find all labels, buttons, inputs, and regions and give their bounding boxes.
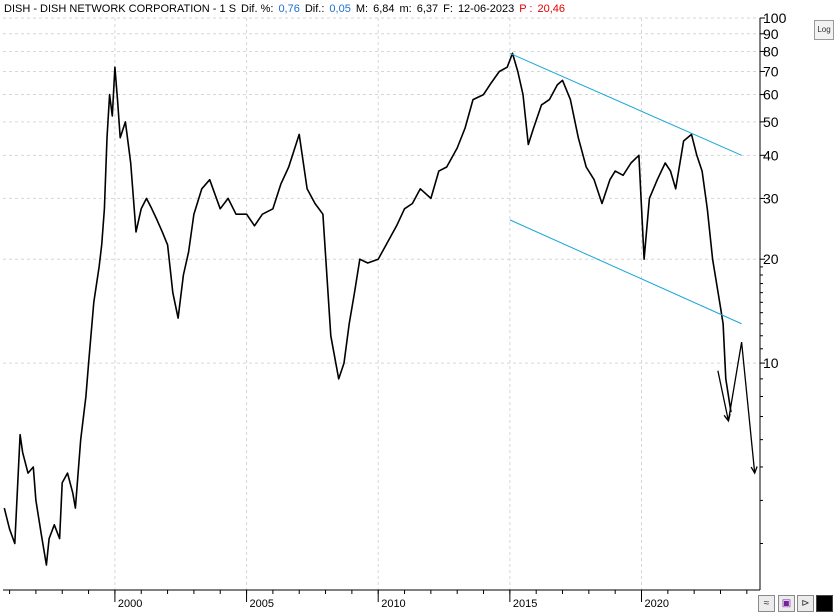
y-tick-label: 40 (763, 147, 779, 163)
series-layer (3, 52, 758, 566)
price-value: 20,46 (537, 3, 566, 15)
pin-icon[interactable]: ⊳ (797, 595, 814, 612)
ticker-title: DISH - DISH NETWORK CORPORATION - 1 S (4, 3, 237, 15)
y-tick-label: 20 (763, 251, 779, 267)
projection-path (717, 341, 756, 474)
channel-line (509, 52, 742, 156)
dif-pct-value: 0,76 (278, 3, 300, 15)
max-label: M: (355, 3, 369, 15)
save-icon[interactable]: ▣ (778, 595, 795, 612)
x-tick-label: 2000 (118, 598, 142, 610)
x-tick-label: 2010 (381, 598, 405, 610)
dif-label: Dif.: (304, 3, 325, 15)
max-value: 6,84 (373, 3, 395, 15)
x-tick-label: 2005 (250, 598, 274, 610)
date-value: 12-06-2023 (457, 3, 515, 15)
y-tick-label: 60 (763, 87, 779, 103)
x-tick-label: 2020 (645, 598, 669, 610)
min-label: m: (399, 3, 412, 15)
chart-header: DISH - DISH NETWORK CORPORATION - 1 S Dif… (4, 3, 570, 15)
log-scale-button[interactable]: Log (814, 20, 834, 40)
date-label: F: (443, 3, 453, 15)
y-tick-label: 50 (763, 114, 779, 130)
min-value: 6,37 (416, 3, 439, 15)
chart-type-icon[interactable]: ≈ (758, 595, 775, 612)
color-square-icon[interactable] (816, 595, 833, 612)
y-tick-label: 90 (763, 26, 779, 42)
channel-line (509, 219, 742, 325)
price-label: P : (519, 3, 533, 15)
y-tick-label: 10 (763, 355, 779, 371)
x-tick-label: 2015 (513, 598, 537, 610)
dif-value: 0,05 (329, 3, 351, 15)
y-tick-label: 80 (763, 43, 779, 59)
projection-arrowhead (750, 466, 758, 475)
projection-arrowhead (723, 413, 731, 423)
y-tick-label: 30 (763, 190, 779, 206)
price-series-line (3, 52, 732, 566)
dif-pct-label: Dif. %: (241, 3, 274, 15)
y-tick-label: 100 (763, 10, 787, 26)
y-tick-label: 70 (763, 63, 779, 79)
grid (3, 17, 760, 590)
